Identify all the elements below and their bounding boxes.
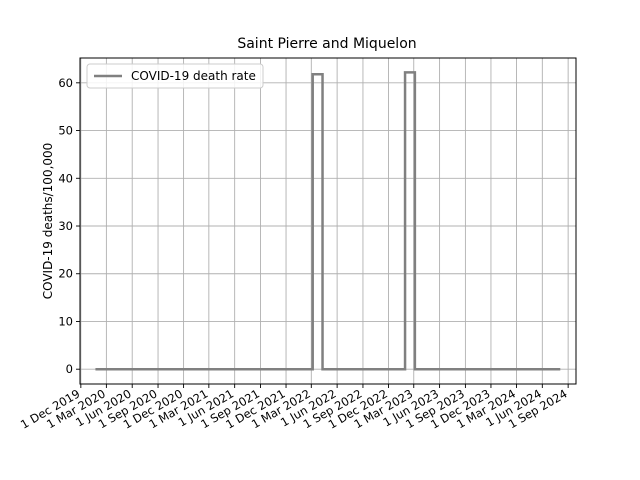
series-line-covid-death-rate <box>95 71 561 371</box>
legend-box <box>86 63 264 89</box>
y-tick-label: 60 <box>58 76 73 90</box>
legend-label: COVID-19 death rate <box>131 69 256 83</box>
chart-title: Saint Pierre and Miquelon <box>237 36 416 52</box>
y-tick-label: 40 <box>58 171 73 185</box>
y-tick-label: 0 <box>66 362 73 376</box>
legend: COVID-19 death rate <box>86 63 264 89</box>
y-tick-label: 20 <box>58 267 73 281</box>
y-tick-label: 50 <box>58 124 73 138</box>
plot-frame <box>79 57 577 385</box>
y-tick-label: 30 <box>58 219 73 233</box>
series-layer <box>95 71 561 371</box>
grid <box>80 58 576 384</box>
y-tick-label: 10 <box>58 314 73 328</box>
y-axis: 0 10 20 30 40 50 60 <box>58 76 80 376</box>
y-axis-label: COVID-19 deaths/100,000 <box>41 143 55 300</box>
